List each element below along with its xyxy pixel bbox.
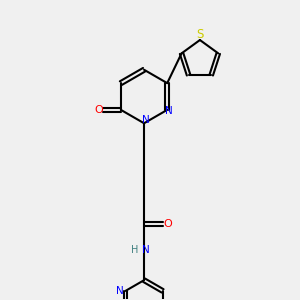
Text: O: O [94, 105, 103, 115]
Text: N: N [142, 244, 149, 255]
Text: O: O [164, 219, 172, 229]
Text: N: N [116, 286, 124, 296]
Text: N: N [165, 106, 172, 116]
Text: N: N [142, 115, 149, 125]
Text: S: S [196, 28, 204, 41]
Text: H: H [131, 244, 139, 255]
